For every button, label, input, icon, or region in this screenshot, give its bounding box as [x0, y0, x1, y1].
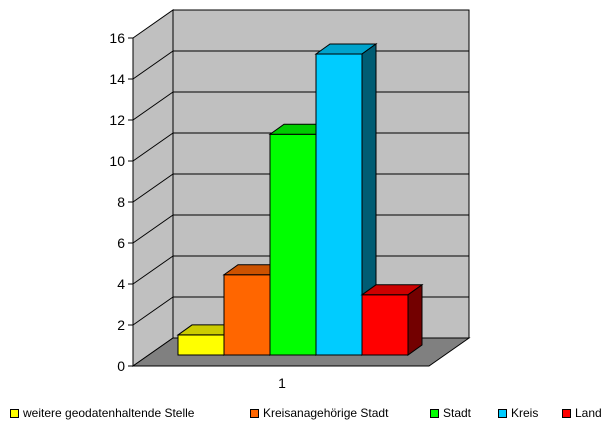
y-tick-label: 10: [109, 153, 125, 169]
gridline: [132, 132, 174, 162]
gridline: [132, 91, 174, 121]
bar: [314, 43, 378, 356]
legend-swatch: [430, 408, 439, 418]
x-tick-label: 1: [278, 375, 286, 391]
legend-item: Kreisanagehörige Stadt: [250, 404, 388, 422]
y-axis: [128, 37, 429, 367]
y-tick-label: 2: [117, 317, 125, 333]
bar-front: [269, 133, 317, 356]
y-tick-label: 12: [109, 112, 125, 128]
gridline: [132, 173, 174, 203]
y-tick-label: 14: [109, 71, 125, 87]
y-tick-label: 0: [117, 358, 125, 374]
gridline: [132, 296, 174, 326]
bar-front: [177, 334, 225, 356]
bars: [176, 43, 424, 356]
legend-label: Stadt: [443, 406, 472, 420]
legend-swatch: [250, 408, 259, 418]
gridline: [132, 214, 174, 244]
bar-front: [223, 274, 271, 356]
legend-label: Kreisanagehörige Stadt: [263, 406, 389, 420]
y-tick-label: 4: [117, 276, 125, 292]
legend-item: Stadt: [430, 404, 471, 422]
x-tick-labels: 1: [278, 375, 286, 391]
legend-item: weitere geodatenhaltende Stelle: [10, 404, 194, 422]
gridline: [132, 50, 174, 80]
y-tick-label: 16: [109, 30, 125, 46]
y-tick-labels: 0 2 4 6 8 10 12 14 16: [109, 30, 125, 374]
legend-swatch: [10, 408, 19, 418]
bar: [360, 283, 424, 356]
legend-swatch: [498, 408, 507, 418]
legend-item: Land: [562, 404, 602, 422]
gridline: [132, 255, 174, 285]
legend-label: Kreis: [511, 406, 539, 420]
legend-swatch: [562, 408, 571, 418]
legend-label: Land: [575, 406, 602, 420]
bar-side: [407, 283, 423, 356]
y-tick-label: 8: [117, 194, 125, 210]
chart-canvas: 0 2 4 6 8 10 12 14 16 1: [109, 9, 471, 391]
legend: weitere geodatenhaltende Stelle Kreisanag…: [0, 404, 610, 424]
bar-front: [361, 294, 409, 356]
y-tick-label: 6: [117, 235, 125, 251]
legend-label: weitere geodatenhaltende Stelle: [23, 406, 195, 420]
legend-item: Kreis: [498, 404, 538, 422]
bar-front: [315, 53, 363, 356]
